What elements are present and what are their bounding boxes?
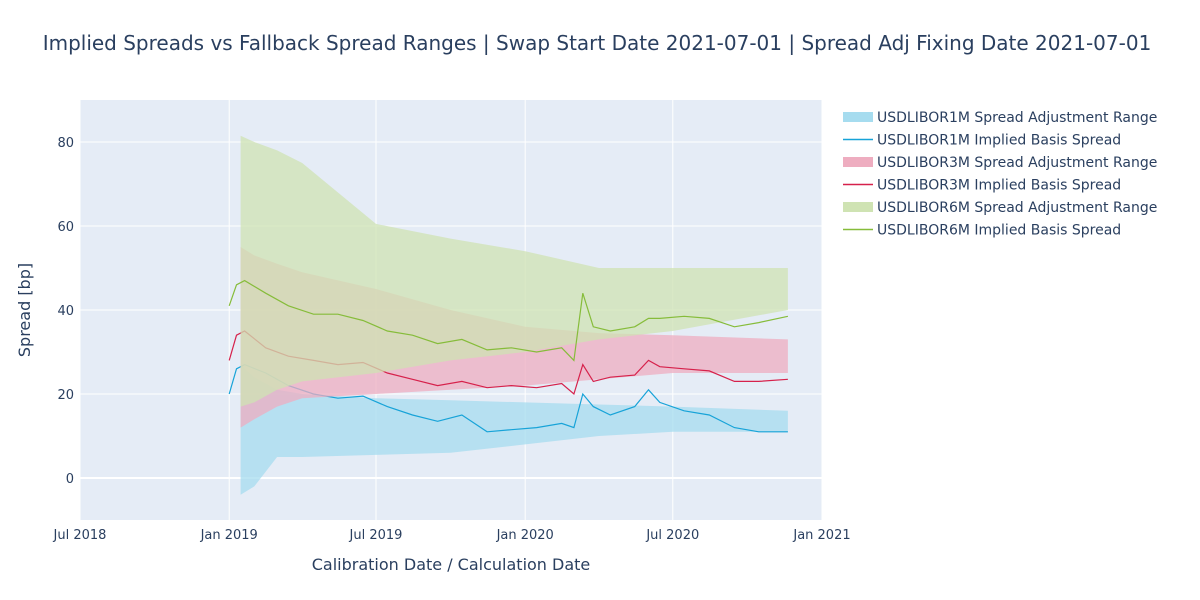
legend-item-label[interactable]: USDLIBOR6M Implied Basis Spread	[877, 223, 1121, 239]
y-tick-label: 60	[57, 220, 74, 235]
y-tick-label: 80	[57, 136, 74, 151]
x-tick-label: Jul 2019	[349, 528, 403, 543]
legend-item-label[interactable]: USDLIBOR1M Implied Basis Spread	[877, 133, 1121, 149]
legend: USDLIBOR1M Spread Adjustment Range USDLIB…	[843, 110, 1157, 239]
x-axis-title: Calibration Date / Calculation Date	[312, 555, 591, 574]
x-tick-label: Jan 2021	[792, 528, 850, 543]
x-tick-label: Jan 2020	[496, 528, 554, 543]
legend-swatch-band[interactable]	[843, 157, 873, 167]
x-axis-ticks: Jul 2018 Jan 2019 Jul 2019 Jan 2020 Jul 2020…	[53, 528, 851, 543]
y-axis-ticks: 0 20 40 60 80	[57, 136, 74, 487]
legend-item-label[interactable]: USDLIBOR3M Implied Basis Spread	[877, 178, 1121, 194]
chart-title: Implied Spreads vs Fallback Spread Range…	[43, 31, 1152, 55]
series-layer	[228, 135, 789, 495]
legend-item-label[interactable]: USDLIBOR6M Spread Adjustment Range	[877, 200, 1157, 216]
series-line-5	[228, 279, 789, 362]
y-tick-label: 20	[57, 388, 74, 403]
legend-item-label[interactable]: USDLIBOR1M Spread Adjustment Range	[877, 110, 1157, 126]
legend-swatch-band[interactable]	[843, 112, 873, 122]
series-band-4	[240, 135, 788, 407]
x-tick-label: Jul 2018	[53, 528, 107, 543]
y-tick-label: 40	[57, 304, 74, 319]
y-tick-label: 0	[66, 472, 74, 487]
legend-swatch-band[interactable]	[843, 202, 873, 212]
y-axis-title: Spread [bp]	[15, 263, 34, 357]
x-tick-label: Jan 2019	[200, 528, 258, 543]
legend-item-label[interactable]: USDLIBOR3M Spread Adjustment Range	[877, 155, 1157, 171]
x-tick-label: Jul 2020	[645, 528, 699, 543]
